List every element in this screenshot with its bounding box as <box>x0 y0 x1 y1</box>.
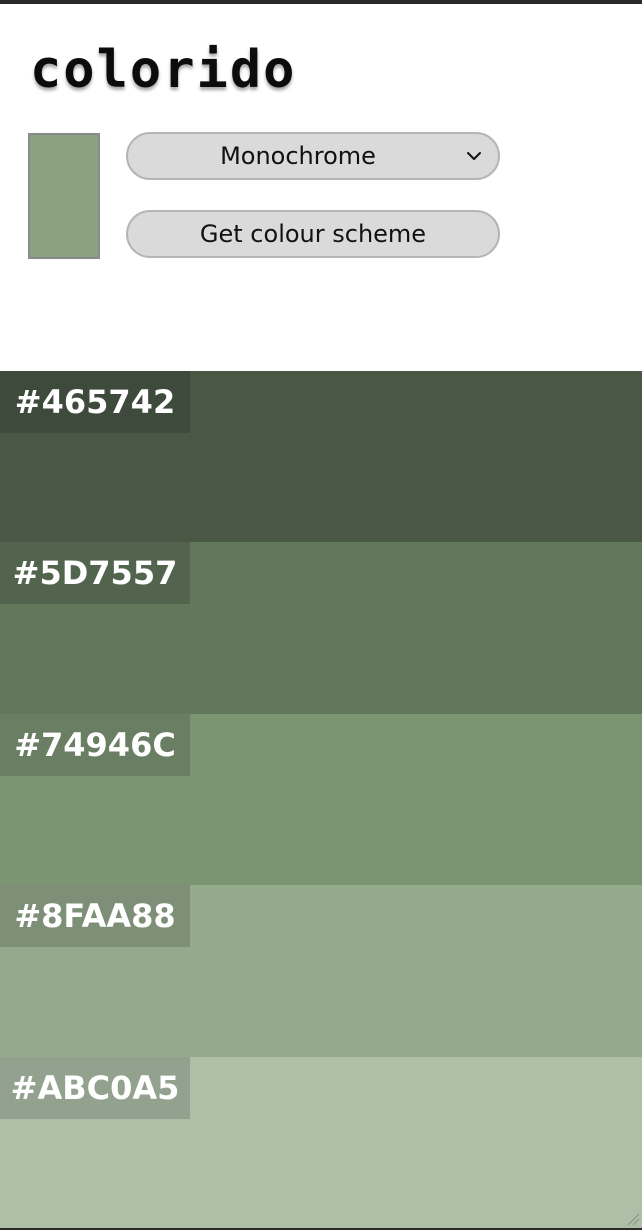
scheme-mode-selected-value: Monochrome <box>220 142 376 170</box>
palette-color-band[interactable]: #5D7557 <box>0 542 642 714</box>
palette-color-band[interactable]: #8FAA88 <box>0 885 642 1057</box>
palette-hex-label: #8FAA88 <box>0 885 190 948</box>
chevron-down-icon <box>467 152 481 160</box>
get-colour-scheme-button[interactable]: Get colour scheme <box>126 210 500 258</box>
palette-color-band[interactable]: #74946C <box>0 713 642 886</box>
app-header: colorido Monochrome Get colour scheme <box>0 4 642 371</box>
resize-grip-icon[interactable] <box>624 1210 640 1226</box>
palette-hex-label: #465742 <box>0 371 190 433</box>
palette-color-band[interactable]: #465742 <box>0 371 642 543</box>
palette-hex-label: #ABC0A5 <box>0 1056 190 1119</box>
scheme-mode-select[interactable]: Monochrome <box>126 132 500 180</box>
palette-color-band[interactable]: #ABC0A5 <box>0 1056 642 1228</box>
base-color-picker[interactable] <box>28 133 100 259</box>
app-logo: colorido <box>30 40 297 100</box>
palette-hex-label: #5D7557 <box>0 542 190 605</box>
window-bottom-border <box>0 1228 642 1230</box>
color-palette: #465742 #5D7557 #74946C #8FAA88 #ABC0A5 <box>0 371 642 1228</box>
window-top-border <box>0 0 642 4</box>
palette-hex-label: #74946C <box>0 713 190 776</box>
